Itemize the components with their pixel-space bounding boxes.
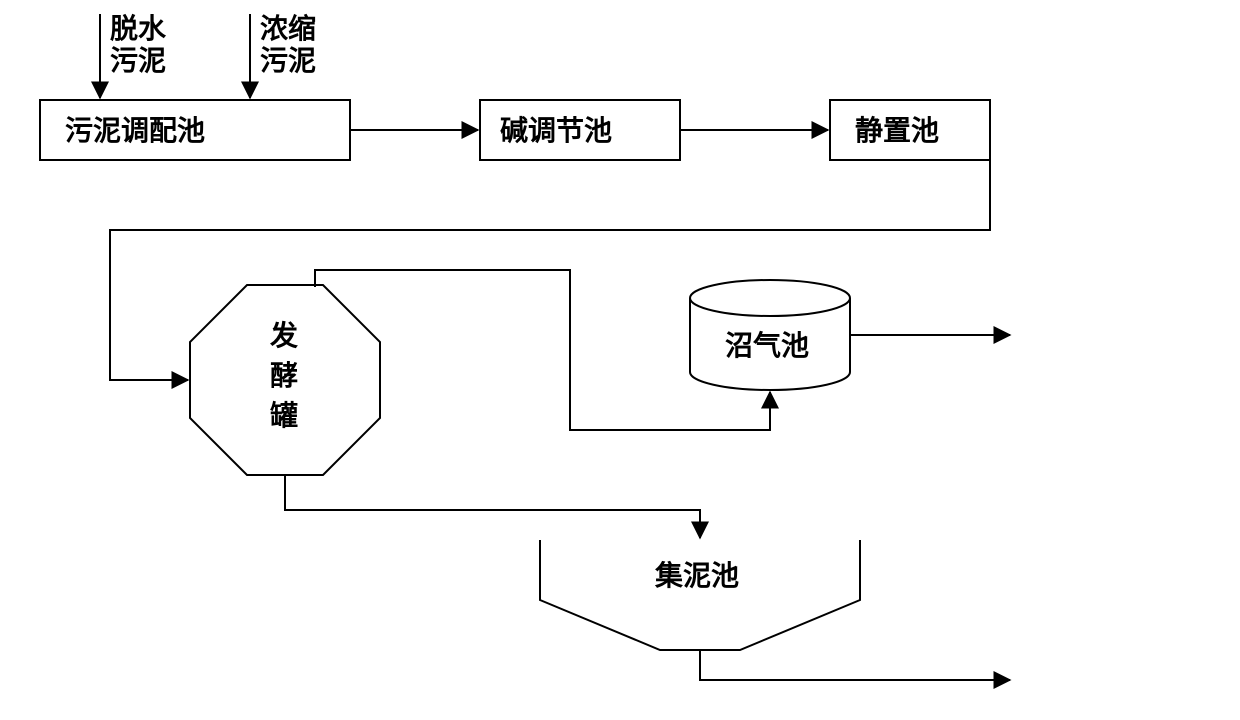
node-sludge-mixing-tank: 污泥调配池 bbox=[40, 100, 350, 160]
node-fermentation-tank: 发 酵 罐 bbox=[190, 285, 380, 475]
edge-n4-n6 bbox=[285, 475, 700, 538]
n4-label-1: 发 bbox=[269, 319, 298, 352]
input-concentrated-sludge: 浓缩 污泥 bbox=[260, 12, 316, 77]
edge-n4-n5 bbox=[315, 270, 770, 430]
n1-label: 污泥调配池 bbox=[65, 115, 205, 147]
input-dehydrated-sludge: 脱水 污泥 bbox=[110, 13, 167, 77]
n5-label: 沼气池 bbox=[725, 330, 809, 362]
n6-label: 集泥池 bbox=[654, 560, 739, 592]
input1-line2: 污泥 bbox=[110, 45, 166, 77]
node-alkali-adjustment-tank: 碱调节池 bbox=[480, 100, 680, 160]
n4-label-2: 酵 bbox=[270, 360, 298, 392]
input2-line2: 污泥 bbox=[260, 45, 316, 77]
edge-n6-out bbox=[700, 650, 1010, 680]
node-sludge-collection-tank: 集泥池 bbox=[540, 540, 860, 650]
node-biogas-tank: 沼气池 bbox=[690, 280, 850, 390]
n2-label: 碱调节池 bbox=[500, 115, 612, 147]
input2-line1: 浓缩 bbox=[260, 12, 316, 45]
input1-line1: 脱水 bbox=[110, 13, 167, 45]
n3-label: 静置池 bbox=[855, 115, 939, 147]
node-settling-tank: 静置池 bbox=[830, 100, 990, 160]
flowchart-canvas: 脱水 污泥 浓缩 污泥 污泥调配池 碱调节池 静置池 发 酵 罐 沼气池 bbox=[0, 0, 1240, 720]
n4-label-3: 罐 bbox=[270, 399, 298, 432]
